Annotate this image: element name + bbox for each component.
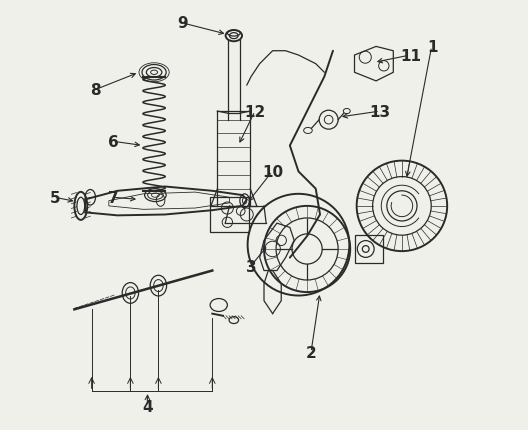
Text: 7: 7 bbox=[108, 190, 118, 205]
Text: 5: 5 bbox=[50, 190, 60, 205]
Text: 1: 1 bbox=[427, 40, 437, 55]
Text: 11: 11 bbox=[400, 49, 421, 63]
Text: 2: 2 bbox=[306, 345, 317, 360]
Text: 10: 10 bbox=[262, 165, 283, 179]
Text: 4: 4 bbox=[143, 399, 153, 414]
Text: 6: 6 bbox=[108, 135, 118, 149]
Text: 3: 3 bbox=[246, 259, 257, 274]
Text: 8: 8 bbox=[91, 83, 101, 98]
Text: 9: 9 bbox=[177, 16, 187, 31]
Text: 12: 12 bbox=[245, 104, 266, 119]
Text: 13: 13 bbox=[370, 104, 391, 119]
